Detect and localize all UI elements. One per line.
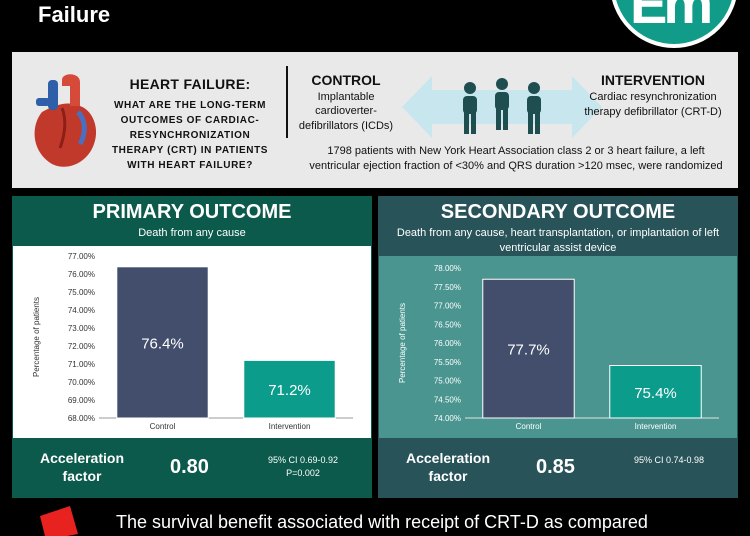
y-tick-label: 73.00% bbox=[68, 324, 95, 333]
secondary-outcome-chart: 74.00% 74.50% 75.00% 75.50% 76.00% 76.50% 77.0… bbox=[379, 256, 737, 438]
y-axis-label: Percentage of patients bbox=[32, 297, 41, 377]
bar-value-label: 77.7% bbox=[507, 342, 550, 359]
journal-logo: Em bbox=[610, 0, 738, 48]
acceleration-factor-label: Acceleration factor bbox=[405, 450, 491, 484]
study-population-description: 1798 patients with New York Heart Associ… bbox=[309, 145, 723, 172]
acceleration-factor-value: 0.80 bbox=[170, 456, 209, 478]
flag-icon bbox=[40, 506, 78, 536]
secondary-result-footer: Acceleration factor 0.85 95% CI 0.74-0.9… bbox=[378, 440, 738, 498]
confidence-interval: 95% CI 0.69-0.92 P=0.002 bbox=[248, 454, 358, 479]
y-tick-label: 76.00% bbox=[68, 270, 95, 279]
control-title: CONTROL bbox=[311, 72, 381, 88]
y-tick-label: 69.00% bbox=[68, 396, 95, 405]
patients-arrow-icon bbox=[402, 76, 602, 138]
x-tick-label: Control bbox=[516, 422, 542, 431]
intervention-title: INTERVENTION bbox=[601, 72, 705, 88]
acceleration-factor-label: Acceleration factor bbox=[39, 450, 125, 484]
bar-control bbox=[482, 278, 575, 419]
y-tick-label: 74.00% bbox=[68, 306, 95, 315]
intervention-group: INTERVENTION Cardiac resynchronization t… bbox=[578, 72, 728, 120]
y-tick-label: 76.00% bbox=[434, 339, 461, 348]
question-title: HEART FAILURE: bbox=[129, 76, 251, 92]
p-value: P=0.002 bbox=[286, 467, 320, 478]
y-tick-label: 77.00% bbox=[68, 252, 95, 261]
secondary-outcome-panel: SECONDARY OUTCOME Death from any cause, … bbox=[378, 196, 738, 498]
y-tick-label: 70.00% bbox=[68, 378, 95, 387]
study-question: HEART FAILURE: WHAT ARE THE LONG-TERM OU… bbox=[110, 76, 270, 173]
ci-text: 95% CI 0.69-0.92 bbox=[267, 455, 339, 465]
x-tick-label: Control bbox=[150, 422, 176, 431]
secondary-outcome-title: SECONDARY OUTCOME bbox=[440, 201, 676, 223]
y-tick-label: 75.50% bbox=[434, 358, 461, 367]
divider bbox=[286, 66, 288, 138]
y-tick-label: 74.50% bbox=[434, 395, 461, 404]
y-tick-label: 75.00% bbox=[434, 377, 461, 386]
control-description: Implantable cardioverter-defibrillators … bbox=[298, 91, 394, 132]
y-tick-label: 75.00% bbox=[68, 288, 95, 297]
ci-text: 95% CI 0.74-0.98 bbox=[633, 455, 705, 465]
bar-intervention bbox=[609, 365, 702, 419]
primary-outcome-chart: 68.00% 69.00% 70.00% 71.00% 72.00% 73.00% 74.0… bbox=[13, 246, 371, 438]
bar-control bbox=[116, 266, 209, 419]
y-tick-label: 78.00% bbox=[434, 264, 461, 273]
bar-value-label: 71.2% bbox=[268, 382, 311, 399]
primary-outcome-title: PRIMARY OUTCOME bbox=[92, 201, 292, 223]
intervention-description: Cardiac resynchronization therapy defibr… bbox=[584, 91, 722, 118]
page-title: Failure bbox=[38, 2, 111, 27]
heart-icon bbox=[34, 74, 97, 167]
secondary-outcome-subtitle: Death from any cause, heart transplantat… bbox=[396, 227, 720, 254]
secondary-chart-svg: 74.00% 74.50% 75.00% 75.50% 76.00% 76.50% 77.0… bbox=[398, 264, 719, 431]
confidence-interval: 95% CI 0.74-0.98 bbox=[614, 454, 724, 467]
acceleration-factor-value: 0.85 bbox=[536, 456, 575, 478]
conclusion-text: The survival benefit associated with rec… bbox=[116, 512, 648, 532]
y-tick-label: 72.00% bbox=[68, 342, 95, 351]
primary-outcome-subtitle: Death from any cause bbox=[138, 227, 246, 239]
bar-value-label: 76.4% bbox=[141, 335, 184, 352]
y-tick-label: 71.00% bbox=[68, 360, 95, 369]
control-group: CONTROL Implantable cardioverter-defibri… bbox=[294, 72, 398, 133]
question-text: WHAT ARE THE LONG-TERM OUTCOMES OF CARDI… bbox=[111, 100, 269, 171]
logo-text: Em bbox=[630, 0, 713, 35]
primary-chart-svg: 68.00% 69.00% 70.00% 71.00% 72.00% 73.00% 74.0… bbox=[32, 252, 353, 431]
y-axis-label: Percentage of patients bbox=[398, 303, 407, 383]
y-tick-label: 68.00% bbox=[68, 414, 95, 423]
bar-value-label: 75.4% bbox=[634, 385, 677, 402]
study-info-panel: HEART FAILURE: WHAT ARE THE LONG-TERM OU… bbox=[12, 52, 738, 188]
y-tick-label: 77.50% bbox=[434, 283, 461, 292]
y-tick-label: 77.00% bbox=[434, 302, 461, 311]
bar-intervention bbox=[243, 359, 336, 419]
primary-outcome-panel: PRIMARY OUTCOME Death from any cause 68.… bbox=[12, 196, 372, 498]
y-tick-label: 74.00% bbox=[434, 414, 461, 423]
x-tick-label: Intervention bbox=[269, 422, 311, 431]
y-tick-label: 76.50% bbox=[434, 320, 461, 329]
x-tick-label: Intervention bbox=[635, 422, 677, 431]
primary-result-footer: Acceleration factor 0.80 95% CI 0.69-0.9… bbox=[12, 440, 372, 498]
